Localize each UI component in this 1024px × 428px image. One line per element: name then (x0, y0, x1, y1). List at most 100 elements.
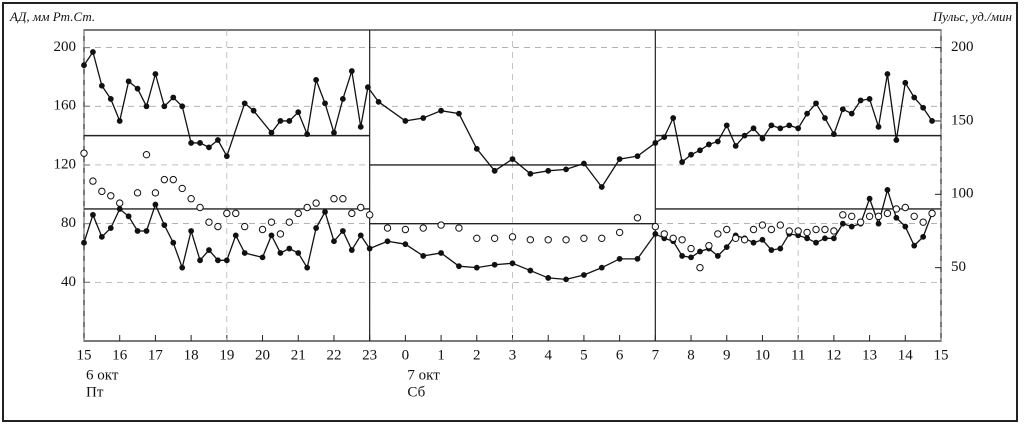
data-point (786, 122, 793, 129)
data-point (616, 255, 623, 262)
data-point (670, 115, 677, 121)
data-point (276, 230, 285, 238)
data-point (143, 228, 150, 234)
data-point (892, 205, 901, 213)
data-point (152, 71, 159, 77)
data-point (508, 233, 517, 241)
data-point (438, 250, 444, 256)
data-point (357, 203, 365, 212)
data-point (90, 49, 96, 55)
data-point (652, 140, 659, 146)
data-point (714, 138, 721, 145)
data-point (437, 221, 445, 229)
y2-tick-label: 100 (951, 186, 974, 202)
data-point (740, 236, 749, 244)
data-point (268, 129, 275, 136)
data-point (143, 103, 150, 110)
data-point (848, 212, 856, 221)
data-point (848, 110, 855, 117)
data-point (731, 234, 740, 243)
data-point (178, 184, 186, 193)
x-tick-label: 23 (362, 347, 377, 363)
data-point (313, 76, 320, 83)
x-tick-label: 16 (112, 347, 128, 363)
data-point (322, 100, 328, 107)
date-label: 6 окт (86, 367, 119, 383)
data-point (80, 149, 88, 157)
data-point (152, 201, 159, 208)
x-tick-label: 1 (437, 347, 445, 363)
data-point (322, 209, 328, 215)
data-point (286, 245, 293, 252)
data-point (866, 195, 873, 202)
data-point (545, 275, 552, 281)
data-point (865, 212, 874, 221)
data-point (651, 222, 660, 231)
data-point (161, 103, 168, 110)
data-point (822, 115, 828, 121)
data-point (813, 239, 819, 246)
data-point (303, 203, 311, 212)
data-point (526, 236, 535, 244)
data-point (920, 233, 927, 240)
data-point (402, 118, 409, 124)
data-point (911, 242, 918, 249)
data-point (197, 257, 203, 264)
data-point (884, 71, 891, 77)
data-point (331, 129, 337, 136)
data-point (339, 195, 347, 203)
data-point (874, 212, 883, 221)
date-label: 7 окт (407, 367, 440, 383)
data-point (241, 250, 248, 256)
data-point (133, 189, 142, 197)
data-point (794, 227, 802, 235)
data-point (688, 254, 694, 261)
data-point (750, 239, 757, 246)
data-point (884, 187, 891, 193)
x-tick-label: 15 (77, 347, 92, 363)
data-point (107, 96, 114, 102)
data-point (89, 177, 97, 185)
data-point (98, 82, 105, 89)
data-point (785, 227, 793, 235)
data-point (366, 245, 373, 252)
data-point (732, 142, 739, 149)
data-point (107, 225, 114, 231)
data-point (633, 214, 642, 222)
data-point (563, 166, 569, 173)
data-point (856, 218, 865, 226)
data-point (215, 137, 221, 143)
data-point (456, 263, 462, 270)
data-point (741, 132, 748, 139)
data-point (491, 167, 498, 174)
data-point (822, 235, 828, 242)
data-point (830, 235, 837, 242)
data-point (697, 248, 703, 255)
data-point (830, 131, 837, 138)
data-point (598, 184, 605, 190)
data-point (804, 110, 810, 117)
data-point (364, 84, 371, 91)
data-point (161, 222, 168, 229)
data-point (116, 199, 124, 207)
y2-tick-label: 200 (951, 39, 974, 55)
data-point (473, 264, 480, 271)
data-point (331, 238, 337, 245)
x-tick-label: 14 (898, 347, 914, 363)
data-point (883, 209, 892, 218)
data-point (634, 153, 641, 160)
data-point (679, 159, 686, 165)
data-point (616, 156, 623, 162)
data-point (365, 211, 374, 219)
data-point (804, 235, 810, 242)
data-point (490, 234, 499, 243)
data-point (723, 225, 731, 234)
data-point (420, 253, 427, 259)
data-point (911, 94, 918, 101)
data-point (473, 234, 481, 243)
data-point (615, 228, 624, 237)
data-point (750, 125, 757, 132)
data-point (402, 241, 409, 248)
y-axis-label: АД, мм Рт.Ст. (9, 9, 95, 24)
